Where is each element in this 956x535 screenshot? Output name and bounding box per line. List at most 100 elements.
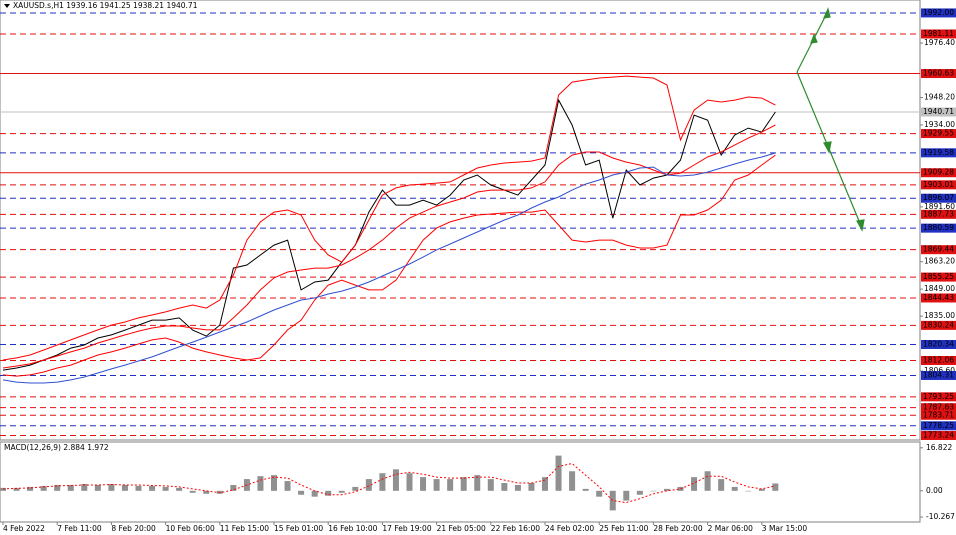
macd-bar (758, 488, 765, 491)
level-label: 1820.34 (923, 340, 954, 349)
x-tick-label: 21 Feb 05:00 (437, 524, 486, 533)
macd-bar (54, 484, 61, 491)
x-tick-label: 16 Feb 10:00 (328, 524, 377, 533)
macd-bar (365, 479, 372, 491)
x-tick-label: 25 Feb 11:00 (599, 524, 648, 533)
series-line (2, 462, 776, 504)
macd-bar (542, 477, 548, 491)
x-tick-label: 8 Feb 20:00 (111, 524, 156, 533)
macd-bar (13, 487, 20, 491)
macd-bar (189, 490, 196, 493)
series-line (2, 154, 776, 377)
forecast-arrows (796, 7, 865, 232)
macd-bar (420, 477, 427, 491)
macd-panel (0, 441, 921, 523)
level-label: 1909.28 (923, 168, 954, 177)
macd-bar (135, 485, 142, 491)
arrow-head (822, 7, 831, 19)
level-label: 1787.63 (923, 403, 954, 412)
macd-bar (460, 477, 467, 491)
level-label-box (921, 8, 956, 18)
y-tick-label: 1976.40 (924, 38, 955, 47)
level-label: 1773.24 (923, 430, 954, 439)
macd-bar (718, 479, 725, 491)
chart-title: XAUUSD.s,H1 1939.16 1941.25 1938.21 1940… (13, 1, 198, 10)
level-label: 1793.25 (923, 392, 954, 401)
x-tick-label: 3 Mar 15:00 (762, 524, 808, 533)
level-label-box (921, 148, 956, 158)
macd-bar (704, 471, 711, 491)
y-tick-label: 16.822 (926, 443, 952, 452)
x-tick-label: 24 Feb 02:00 (545, 524, 594, 533)
level-label-box (921, 403, 956, 413)
x-tick-label: 4 Feb 2022 (3, 524, 45, 533)
macd-bar (555, 455, 562, 491)
level-label: 1844.43 (923, 293, 954, 302)
level-label-box (921, 29, 956, 39)
level-label: 1981.11 (923, 29, 954, 38)
macd-bar (474, 475, 481, 491)
macd-bar (121, 484, 128, 491)
macd-bar (677, 486, 684, 491)
macd-bar (623, 490, 630, 501)
level-label-box (921, 245, 956, 255)
level-label: 1887.73 (923, 209, 954, 218)
level-label: 1929.55 (923, 129, 954, 138)
y-tick-label: 0.00 (926, 486, 943, 495)
y-tick-label: 1948.20 (924, 93, 955, 102)
x-tick-label: 17 Feb 19:00 (382, 524, 431, 533)
macd-bar (284, 481, 291, 491)
macd-bar (691, 477, 698, 491)
macd-bar (487, 479, 494, 491)
level-label: 1869.44 (923, 245, 954, 254)
macd-bar (338, 490, 345, 493)
level-label-box (921, 223, 956, 233)
level-label: 1903.01 (923, 180, 954, 189)
macd-title: MACD(12,26,9) 2.884 1.972 (4, 443, 109, 452)
level-label: 1919.58 (923, 148, 954, 157)
level-label: 1783.71 (923, 410, 954, 419)
macd-bar (352, 486, 359, 491)
macd-bar (230, 484, 237, 491)
macd-bar (636, 490, 643, 495)
x-tick-label: 28 Feb 20:00 (653, 524, 702, 533)
level-label-box (921, 272, 956, 282)
x-tick-label: 2 Mar 06:00 (708, 524, 754, 533)
symbol-marker (4, 4, 10, 8)
macd-bar (81, 483, 88, 491)
level-label-box (921, 209, 956, 219)
macd-bar (609, 490, 616, 511)
x-tick-label: 11 Feb 15:00 (220, 524, 269, 533)
level-label: 1778.25 (923, 421, 954, 430)
macd-bar (528, 482, 535, 491)
level-label-box (921, 193, 956, 203)
macd-bar (596, 490, 603, 497)
macd-bar (298, 490, 305, 495)
macd-bar (433, 479, 440, 491)
level-label-box (921, 180, 956, 190)
x-tick-label: 7 Feb 11:00 (57, 524, 102, 533)
level-label-box (921, 392, 956, 402)
macd-bar (257, 476, 264, 491)
level-label: 1880.59 (923, 223, 954, 232)
level-label-box (921, 370, 956, 380)
macd-bar (149, 485, 156, 491)
level-label-box (921, 293, 956, 303)
macd-bar (745, 490, 752, 492)
level-label: 1992.00 (923, 8, 954, 17)
arrow-head (810, 33, 818, 44)
x-tick-label: 22 Feb 16:00 (491, 524, 540, 533)
macd-bar (0, 487, 6, 491)
y-tick-label: 1863.20 (924, 257, 955, 266)
macd-bar (447, 479, 454, 491)
level-label: 1960.63 (923, 69, 954, 78)
x-tick-label: 10 Feb 06:00 (166, 524, 215, 533)
level-label: 1896.07 (923, 193, 954, 202)
macd-bar (27, 486, 34, 491)
level-label-box (921, 421, 956, 431)
level-label-box (921, 129, 956, 139)
plot-layer: 4 Feb 2022 7 Feb 11:00 8 Feb 20:00 10 Feb 0… (0, 12, 955, 533)
macd-bar (582, 488, 589, 491)
level-label-box (921, 340, 956, 350)
